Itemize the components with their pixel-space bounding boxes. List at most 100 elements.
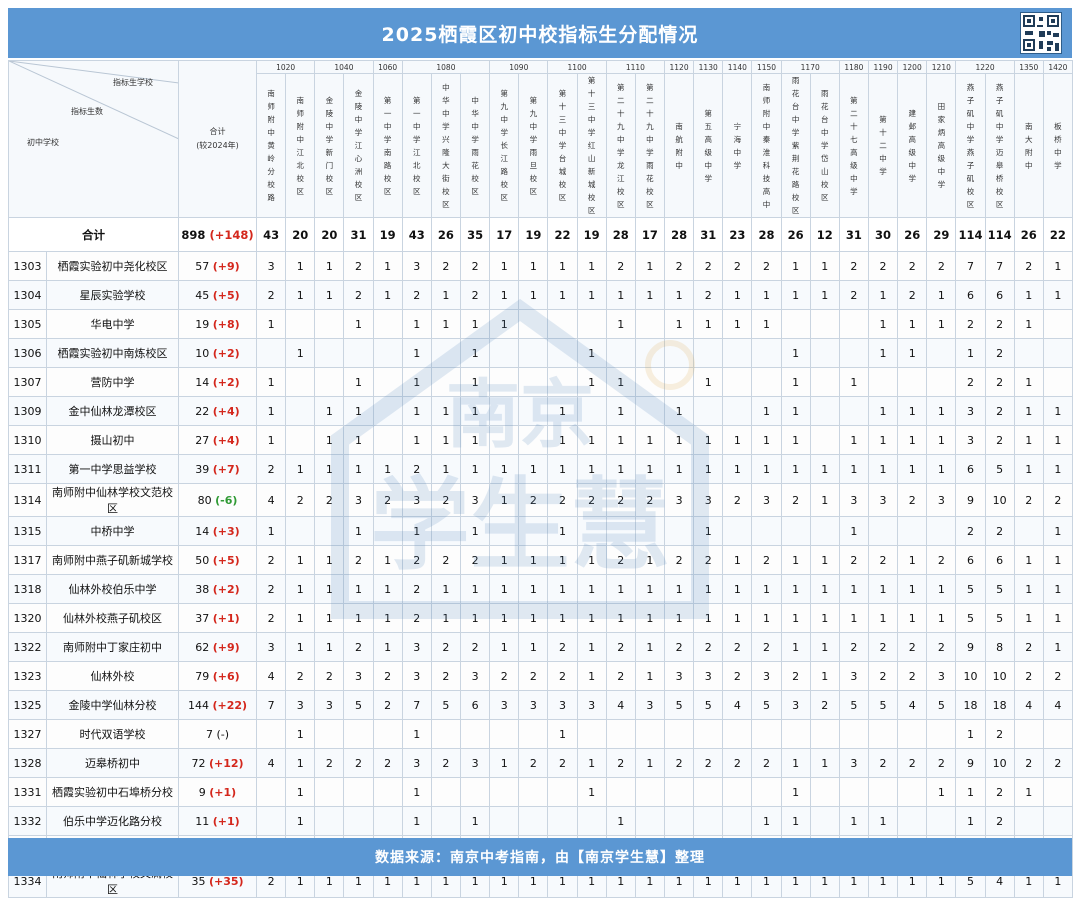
quota-cell: 3 [955,396,986,426]
quota-cell: 6 [955,280,986,310]
target-school-header: 第九中学长江路校区 [489,73,520,218]
quota-cell: 1 [314,396,345,426]
quota-cell [663,806,695,836]
row-total: 144 (+22) [178,690,257,720]
totals-cell: 29 [926,217,957,252]
quota-cell: 1 [780,367,811,397]
target-school-name: 燕子矶中学迈皋桥校区 [995,82,1004,209]
quota-cell: 2 [255,280,287,310]
quota-cell: 1 [285,338,316,368]
table-row: 1328 迈皋桥初中 72 (+12) 4 1 2 2 2 3 2 3 1 2 2 1 2 1 2 2 2 2 1 1 3 2 2… [8,748,1073,778]
quota-cell [459,719,491,749]
quota-cell: 2 [372,690,403,720]
score-group-header: 1180 [838,60,869,74]
quota-cell: 3 [663,661,695,691]
quota-cell: 1 [459,367,491,397]
quota-cell: 7 [255,690,287,720]
totals-cell: 12 [809,217,840,252]
quota-cell: 5 [984,454,1015,484]
school-name: 南师附中仙林学校文范校区 [46,483,179,517]
quota-cell: 1 [489,603,520,633]
quota-cell [693,396,724,426]
target-school-header: 第二十七高级中学 [838,73,869,218]
quota-cell: 3 [343,483,374,517]
school-code: 1315 [8,516,47,546]
totals-cell: 43 [255,217,287,252]
target-school-header: 建邺高级中学 [897,73,928,218]
quota-cell: 3 [255,632,287,662]
quota-cell: 1 [838,454,869,484]
quota-cell: 10 [955,661,986,691]
quota-cell: 2 [285,483,316,517]
quota-cell: 2 [984,338,1015,368]
quota-cell [809,367,840,397]
score-group-header: 1150 [751,60,782,74]
target-school-header: 南师附中江北校区 [285,73,316,218]
quota-cell [576,309,607,339]
quota-cell [343,806,374,836]
quota-cell: 2 [897,483,928,517]
quota-cell: 1 [285,251,316,281]
quota-cell [547,309,578,339]
quota-cell: 1 [576,280,607,310]
quota-cell [867,367,899,397]
quota-cell: 2 [926,632,957,662]
quota-cell: 2 [605,483,636,517]
target-school-name: 田家炳高级中学 [937,102,946,189]
allocation-table: 指标生学校 指标生数 初中学校 合计 (较2024年) 1020 1040 1060… [8,60,1073,898]
quota-cell: 4 [1042,690,1073,720]
corner-label-quota: 指标生数 [71,107,103,116]
target-school-name: 第九中学雨旦校区 [529,95,538,196]
quota-cell: 1 [809,280,840,310]
quota-cell: 2 [926,251,957,281]
quota-cell: 2 [255,574,287,604]
source-note: 数据来源：南京中考指南，由【南京学生慧】整理 [375,850,705,866]
quota-cell [693,806,724,836]
quota-cell [634,719,666,749]
total-header-sub: (较2024年) [196,141,239,150]
quota-cell: 2 [780,661,811,691]
table-row: 1304 星辰实验学校 45 (+5) 2 1 1 2 1 2 1 2 1 1 1 1 1 1 1 2 1 1 1 1 2 1 2… [8,280,1073,310]
quota-cell: 1 [693,454,724,484]
quota-cell: 1 [489,545,520,575]
quota-cell: 1 [576,632,607,662]
quota-cell: 1 [547,516,578,546]
row-total-value: 79 [195,669,210,683]
quota-cell [547,338,578,368]
quota-cell: 1 [547,719,578,749]
quota-cell: 1 [780,574,811,604]
quota-cell: 1 [838,603,869,633]
quota-cell [780,516,811,546]
quota-cell [343,719,374,749]
quota-cell [751,516,782,546]
quota-cell: 3 [634,690,666,720]
row-total-change: (+5) [212,288,240,302]
quota-cell: 1 [780,777,811,807]
school-code: 1304 [8,280,47,310]
school-name: 仙林外校燕子矶校区 [46,603,179,633]
table-row: 1314 南师附中仙林学校文范校区 80 (-6) 4 2 2 3 2 3 2 3 1 2 2 2 2 2 3 3 2… [8,483,1073,517]
table-row: 1303 栖霞实验初中尧化校区 57 (+9) 3 1 1 2 1 3 2 2 1 1 1 1 2 1 2 2 2 2 1… [8,251,1073,281]
quota-cell: 1 [343,309,374,339]
quota-cell: 18 [955,690,986,720]
quota-cell: 2 [663,632,695,662]
quota-cell: 1 [459,454,491,484]
table-row: 1323 仙林外校 79 (+6) 4 2 2 3 2 3 2 3 2 2 2 1 2 1 3 3 2 3 2 1 3 2 2 3 1… [8,661,1073,691]
quota-cell: 1 [605,280,636,310]
quota-cell: 1 [430,396,461,426]
score-group-header: 1100 [547,60,607,74]
quota-cell: 1 [343,396,374,426]
quota-cell [547,367,578,397]
quota-cell: 3 [459,483,491,517]
quota-cell: 1 [547,396,578,426]
row-total-value: 38 [195,582,210,596]
quota-cell: 2 [634,483,666,517]
quota-cell: 2 [1013,251,1044,281]
row-total: 45 (+5) [178,280,257,310]
quota-cell [780,719,811,749]
quota-cell: 1 [372,454,403,484]
score-group-row: 指标生学校 指标生数 初中学校 合计 (较2024年) 1020 1040 1060… [8,60,1073,218]
totals-cell: 26 [430,217,461,252]
quota-cell: 1 [838,516,869,546]
quota-cell: 2 [547,483,578,517]
